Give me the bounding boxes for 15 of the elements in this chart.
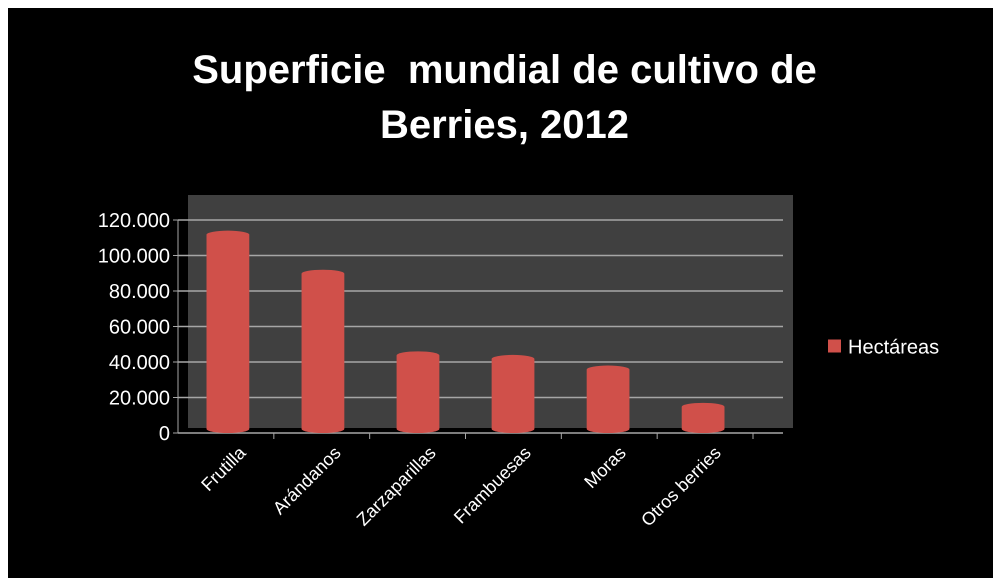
bar: [396, 351, 440, 433]
bar: [682, 402, 724, 433]
y-tick-label: 60.000: [108, 316, 170, 338]
y-tick-label: 80.000: [108, 281, 170, 303]
y-tick-label: 120.000: [98, 210, 170, 232]
y-tick-label: 40.000: [108, 352, 170, 374]
y-tick-label: 0: [158, 423, 170, 445]
bar: [492, 354, 534, 433]
y-tick-label: 100.000: [98, 246, 170, 268]
bar: [586, 366, 630, 433]
legend-label: Hectáreas: [848, 336, 940, 358]
y-tick-label: 20.000: [108, 388, 170, 410]
bar: [206, 230, 250, 433]
chart-title: Superficie mundial de cultivo de Berries, 2012: [192, 48, 817, 147]
bar: [302, 270, 344, 433]
